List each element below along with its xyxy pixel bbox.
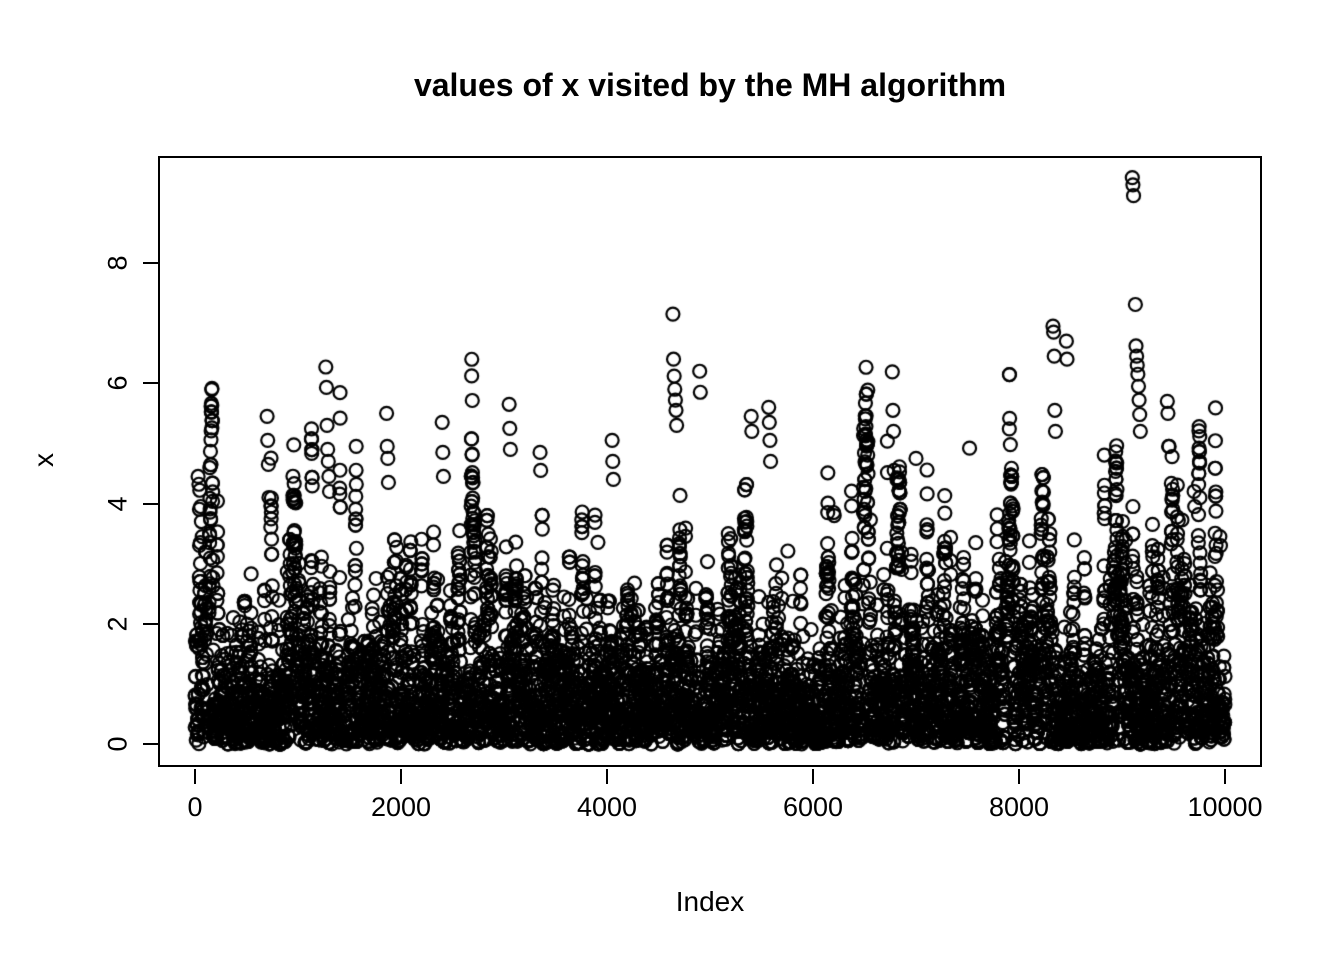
y-axis-tick-label: 4 [102,495,133,512]
y-axis-tick [143,743,158,745]
x-axis-tick-label: 2000 [370,792,432,822]
y-axis-tick [143,382,158,385]
x-axis-tick [812,769,814,784]
y-axis-tick [143,262,158,264]
x-axis-tick-label: 10000 [1187,792,1263,822]
x-axis-label: Index [675,886,745,917]
x-axis-tick-label: 8000 [988,792,1050,822]
y-axis-label: x [28,453,59,467]
scatter-canvas [158,156,1262,767]
y-axis-tick [143,502,158,505]
y-axis-tick [143,622,158,625]
x-axis-tick-label: 6000 [782,792,844,822]
x-axis-tick [194,769,196,784]
y-axis-tick-label: 6 [102,375,133,391]
x-axis-tick [1018,769,1020,784]
x-axis-tick [1224,769,1226,784]
y-axis-tick-label: 8 [102,255,133,271]
y-axis-tick-label: 2 [102,616,133,632]
x-axis-tick-label: 0 [187,792,203,822]
chart-title: values of x visited by the MH algorithm [413,67,1007,103]
y-axis-tick-label: 0 [102,736,133,752]
x-axis-tick [400,769,402,784]
x-axis-tick-label: 4000 [576,792,638,822]
x-axis-tick [606,769,608,784]
